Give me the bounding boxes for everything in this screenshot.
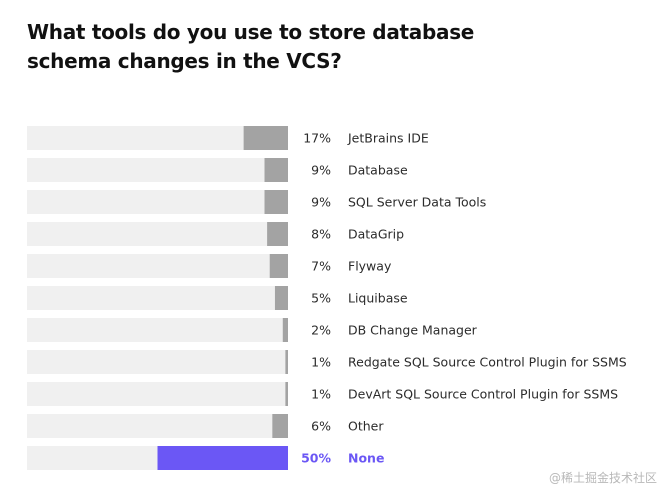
- bar-track: [27, 414, 288, 438]
- bar-track: [27, 286, 288, 310]
- value-label: 8%: [311, 227, 331, 242]
- value-label: 50%: [301, 451, 331, 466]
- bar: [243, 126, 288, 150]
- value-label: 5%: [311, 291, 331, 306]
- category-label: DB Change Manager: [348, 323, 478, 338]
- category-label: None: [348, 451, 384, 466]
- category-label: Database: [348, 163, 408, 178]
- category-label: Other: [348, 419, 384, 434]
- bar: [269, 254, 288, 278]
- bar: [274, 286, 288, 310]
- bar-track: [27, 190, 288, 214]
- category-label: JetBrains IDE: [347, 131, 429, 146]
- value-label: 6%: [311, 419, 331, 434]
- bar: [282, 318, 288, 342]
- bar-track: [27, 318, 288, 342]
- value-label: 2%: [311, 323, 331, 338]
- chart-title: What tools do you use to store database …: [27, 20, 475, 73]
- bar: [264, 190, 288, 214]
- bar: [264, 158, 288, 182]
- bar: [157, 446, 288, 470]
- bar-track: [27, 382, 288, 406]
- bar-track: [27, 254, 288, 278]
- category-label: Redgate SQL Source Control Plugin for SS…: [348, 355, 627, 370]
- value-label: 1%: [311, 355, 331, 370]
- bar: [285, 350, 288, 374]
- watermark: @稀土掘金技术社区: [548, 471, 657, 485]
- bar-track: [27, 158, 288, 182]
- bar-track: [27, 222, 288, 246]
- value-label: 7%: [311, 259, 331, 274]
- bar: [267, 222, 288, 246]
- value-label: 1%: [311, 387, 331, 402]
- value-label: 9%: [311, 195, 331, 210]
- category-label: Flyway: [348, 259, 392, 274]
- category-label: DevArt SQL Source Control Plugin for SSM…: [348, 387, 618, 402]
- bar: [285, 382, 288, 406]
- bar-track: [27, 350, 288, 374]
- category-label: Liquibase: [348, 291, 408, 306]
- value-label: 17%: [303, 131, 331, 146]
- category-label: SQL Server Data Tools: [348, 195, 486, 210]
- value-label: 9%: [311, 163, 331, 178]
- category-label: DataGrip: [348, 227, 404, 242]
- bar: [272, 414, 288, 438]
